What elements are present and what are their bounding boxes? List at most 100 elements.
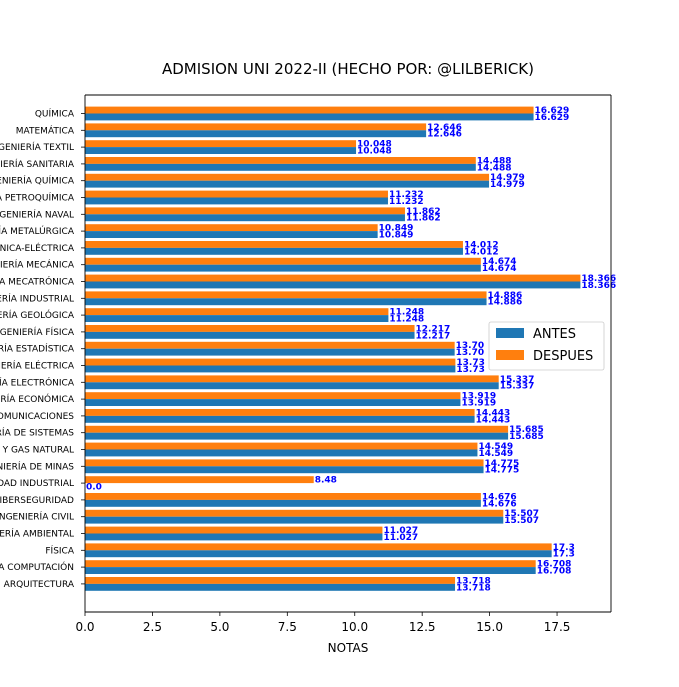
x-tick-label: 10.0: [341, 620, 368, 634]
legend: ANTES DESPUES: [488, 321, 605, 371]
x-tick-label: 2.5: [143, 620, 162, 634]
value-label-antes-ingenieria-textil: 10.048: [357, 147, 392, 157]
bar-despues-ingenieria-mecatronica: [85, 274, 581, 282]
legend-label-antes: ANTES: [533, 327, 576, 342]
value-label-antes-matematica: 12.646: [427, 130, 462, 140]
bars-layer: [85, 106, 581, 591]
bar-antes-ingenieria-naval: [85, 214, 405, 222]
chart-title: ADMISION UNI 2022-II (HECHO POR: @LILBER…: [162, 60, 534, 78]
y-tick-label-ciencia-de-la-computacion: CIENCIA DE LA COMPUTACIÓN: [0, 561, 74, 573]
y-tick-label-ingenieria-de-higiene-y-seguridad-industrial: INGENIERÍA DE HIGIENE Y SEGURIDAD INDUST…: [0, 477, 74, 489]
value-label-despues-ingenieria-estadistica: 13.70: [456, 341, 484, 351]
bar-antes-ingenieria-electronica: [85, 382, 499, 390]
bar-antes-ingenieria-civil: [85, 516, 504, 524]
bar-antes-ingenieria-economica: [85, 399, 461, 406]
bar-despues-ingenieria-electrica: [85, 358, 456, 366]
bar-despues-ingenieria-civil: [85, 509, 504, 517]
value-label-antes-ingenieria-petroquimica: 11.232: [389, 197, 424, 207]
y-tick-label-ingenieria-electronica: INGENIERÍA ELECTRÓNICA: [0, 376, 75, 388]
bar-antes-ingenieria-de-petroleo-y-gas-natural: [85, 449, 478, 457]
y-tick-label-ingenieria-mecanica: INGENIERÍA MECÁNICA: [0, 259, 75, 271]
bar-antes-ingenieria-de-minas: [85, 466, 484, 474]
value-label-despues-ingenieria-economica: 13.919: [461, 392, 496, 402]
value-label-despues-ingenieria-geologica: 11.248: [389, 308, 424, 318]
y-tick-label-ingenieria-textil: INGENIERÍA TEXTIL: [0, 141, 74, 153]
value-label-despues-ingenieria-mecatronica: 18.366: [581, 274, 616, 284]
bar-despues-ingenieria-mecanica: [85, 257, 481, 265]
y-axis-ticks: QUÍMICA MATEMÁTICA INGENIERÍA TEXTIL INGENI…: [0, 108, 85, 590]
value-label-despues-ciencia-de-la-computacion: 16.708: [537, 560, 572, 570]
value-label-despues-ingenieria-de-minas: 14.775: [485, 459, 520, 469]
bar-antes-ingenieria-geologica: [85, 315, 389, 322]
bar-despues-ingenieria-metalurgica: [85, 224, 378, 232]
value-label-antes-ingenieria-quimica: 14.979: [490, 180, 525, 190]
legend-label-despues: DESPUES: [533, 349, 593, 364]
bar-despues-ingenieria-estadistica: [85, 341, 455, 349]
bar-despues-ingenieria-electronica: [85, 375, 499, 383]
value-label-despues-ingenieria-electrica: 13.73: [456, 358, 484, 368]
value-label-antes-ingenieria-naval: 11.862: [406, 214, 441, 224]
value-label-antes-ciencia-de-la-computacion: 16.708: [537, 567, 572, 577]
value-label-despues-quimica: 16.629: [535, 106, 570, 116]
value-label-antes-quimica: 16.629: [535, 113, 570, 123]
value-label-despues-ingenieria-mecanica-electrica: 14.012: [464, 240, 499, 250]
bar-despues-ingenieria-petroquimica: [85, 190, 388, 198]
value-label-despues-fisica: 17.3: [553, 543, 575, 553]
value-label-despues-ingenieria-petroquimica: 11.232: [389, 190, 424, 200]
value-label-antes-ingenieria-de-petroleo-y-gas-natural: 14.549: [478, 449, 513, 459]
y-tick-label-arquitectura: ARQUITECTURA: [4, 580, 75, 590]
value-label-antes-ingenieria-metalurgica: 10.849: [379, 231, 414, 241]
value-label-despues-ingenieria-electronica: 15.337: [500, 375, 535, 385]
value-label-antes-ingenieria-de-minas: 14.775: [485, 466, 520, 476]
bar-antes-ingenieria-quimica: [85, 180, 490, 188]
value-label-despues-ingenieria-metalurgica: 10.849: [379, 224, 414, 234]
y-tick-label-ingenieria-ambiental: INGENIERÍA AMBIENTAL: [0, 528, 74, 540]
y-tick-label-ingenieria-mecanica-electrica: INGENIERÍA MECÁNICA-ELÉCTRICA: [0, 242, 75, 254]
bar-antes-ingenieria-ambiental: [85, 533, 383, 541]
value-label-despues-ingenieria-de-ciberseguridad: 14.676: [482, 492, 517, 502]
bar-antes-quimica: [85, 113, 534, 121]
bar-despues-ingenieria-economica: [85, 392, 461, 400]
y-tick-label-ingenieria-estadistica: INGENIERÍA ESTADÍSTICA: [0, 343, 75, 355]
bar-despues-ingenieria-de-telecomunicaciones: [85, 409, 475, 416]
x-tick-label: 12.5: [409, 620, 436, 634]
y-tick-label-ingenieria-economica: INGENIERÍA ECONÓMICA: [0, 393, 75, 405]
legend-swatch-despues: [496, 350, 524, 360]
value-label-despues-matematica: 12.646: [427, 123, 462, 133]
legend-swatch-antes: [496, 328, 524, 338]
value-label-antes-ingenieria-estadistica: 13.70: [456, 348, 484, 358]
value-label-despues-ingenieria-fisica: 12.217: [416, 324, 451, 334]
value-label-antes-ingenieria-industrial: 14.886: [488, 298, 523, 308]
value-label-despues-arquitectura: 13.718: [456, 576, 491, 586]
value-label-antes-ingenieria-mecanica-electrica: 14.012: [464, 247, 499, 257]
value-label-antes-ingenieria-mecanica: 14.674: [482, 264, 517, 274]
bar-antes-ingenieria-petroquimica: [85, 197, 388, 205]
bar-despues-ingenieria-de-ciberseguridad: [85, 493, 481, 500]
bar-despues-ingenieria-quimica: [85, 173, 490, 181]
bar-despues-ingenieria-sanitaria: [85, 157, 476, 164]
bar-antes-ingenieria-de-sistemas: [85, 432, 509, 440]
bar-despues-ingenieria-mecanica-electrica: [85, 241, 463, 248]
bar-despues-ingenieria-textil: [85, 140, 357, 148]
y-tick-label-quimica: QUÍMICA: [35, 108, 75, 120]
value-label-antes-ingenieria-de-sistemas: 15.685: [509, 432, 544, 442]
value-label-despues-ingenieria-ambiental: 11.027: [383, 526, 418, 536]
y-tick-label-ingenieria-mecatronica: INGENIERÍA MECATRÓNICA: [0, 276, 75, 288]
bar-despues-ingenieria-de-higiene-y-seguridad-industrial: [85, 476, 314, 484]
value-label-despues-ingenieria-sanitaria: 14.488: [477, 156, 512, 166]
bar-antes-arquitectura: [85, 583, 456, 591]
value-label-antes-ingenieria-de-telecomunicaciones: 14.443: [476, 415, 511, 425]
y-tick-label-ingenieria-geologica: INGENIERÍA GEOLÓGICA: [0, 309, 75, 321]
y-tick-label-matematica: MATEMÁTICA: [16, 124, 75, 136]
x-tick-label: 5.0: [210, 620, 229, 634]
value-label-despues-ingenieria-mecanica: 14.674: [482, 257, 517, 267]
bar-despues-arquitectura: [85, 577, 456, 584]
value-label-antes-ingenieria-mecatronica: 18.366: [581, 281, 616, 291]
value-label-antes-fisica: 17.3: [553, 550, 575, 560]
bar-despues-matematica: [85, 123, 427, 131]
bar-despues-ingenieria-de-petroleo-y-gas-natural: [85, 442, 478, 450]
bar-antes-ingenieria-metalurgica: [85, 231, 378, 238]
y-tick-label-ingenieria-electrica: INGENIERÍA ELÉCTRICA: [0, 360, 75, 372]
